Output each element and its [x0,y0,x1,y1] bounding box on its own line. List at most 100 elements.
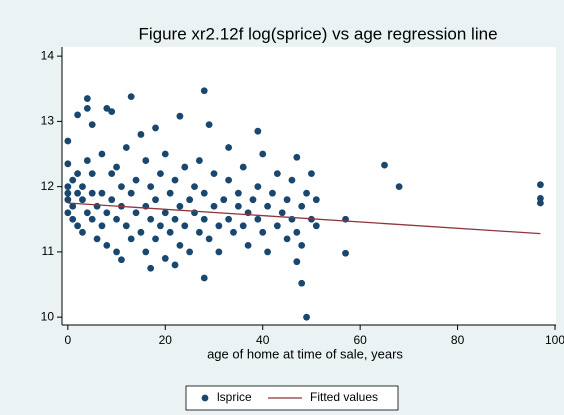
point [239,163,247,171]
point [234,189,242,197]
x-tick-label: 40 [256,333,270,347]
point [161,255,169,262]
point [64,183,72,191]
point [210,170,218,178]
point [98,189,106,197]
point [293,228,301,236]
point [64,209,72,217]
point [254,127,262,135]
point [176,112,184,120]
point [74,222,81,230]
point [152,124,159,132]
point [264,248,271,256]
point [249,196,257,204]
x-tick-label: 20 [159,333,173,347]
point [166,228,174,236]
x-tick-label: 80 [451,333,465,347]
point [191,209,198,217]
point [200,87,208,95]
point [88,170,96,178]
point [195,157,203,164]
point [259,150,267,158]
point [69,176,77,184]
point [142,157,150,164]
point [225,215,233,223]
point [79,183,86,191]
point [127,93,135,100]
point [171,215,179,223]
point [137,228,145,236]
point [69,202,77,210]
point [395,183,403,191]
point [303,313,310,321]
legend-marker [201,394,209,402]
point [118,256,125,264]
point [83,157,91,164]
point [254,215,262,223]
point [298,202,306,210]
point [537,181,544,189]
point [88,215,96,223]
point [264,202,271,210]
point [215,222,223,230]
point [79,196,86,204]
point [118,183,125,191]
x-axis-label: age of home at time of sale, years [207,346,403,361]
point [220,196,228,204]
point [98,222,106,230]
point [273,170,281,178]
point [152,235,159,243]
point [239,222,247,230]
y-tick-label: 10 [41,309,55,323]
legend-label: lsprice [217,390,252,404]
point [230,228,237,236]
point [88,189,96,197]
point [93,235,101,243]
point [166,189,174,197]
point [83,95,91,102]
y-tick-label: 11 [42,244,55,258]
point [342,249,349,257]
point [79,228,86,236]
point [210,202,218,210]
point [93,202,101,210]
point [205,235,213,243]
point [234,202,242,210]
point [381,161,388,169]
point [64,196,72,204]
point [157,222,164,230]
point [69,215,77,223]
y-tick-label: 12 [41,179,55,193]
point [103,104,111,112]
point [312,222,320,230]
point [74,189,81,197]
point [244,241,252,249]
point [171,261,179,269]
point [64,137,72,145]
point [254,183,262,191]
point [83,104,91,112]
point [200,189,208,197]
x-tick-label: 0 [65,333,72,347]
point [113,215,120,223]
point [269,189,276,197]
point [161,209,169,217]
point [200,274,208,282]
point [181,163,189,171]
point [147,183,155,191]
point [88,121,96,129]
point [200,215,208,223]
point [225,176,233,184]
point [259,228,267,236]
point [293,153,301,161]
x-tick-label: 100 [545,333,564,347]
point [122,144,130,151]
point [273,222,281,230]
point [278,209,286,217]
point [142,248,150,256]
point [64,160,72,168]
point [152,196,159,204]
plot-area [62,47,556,325]
point [171,176,179,184]
point [122,222,130,230]
